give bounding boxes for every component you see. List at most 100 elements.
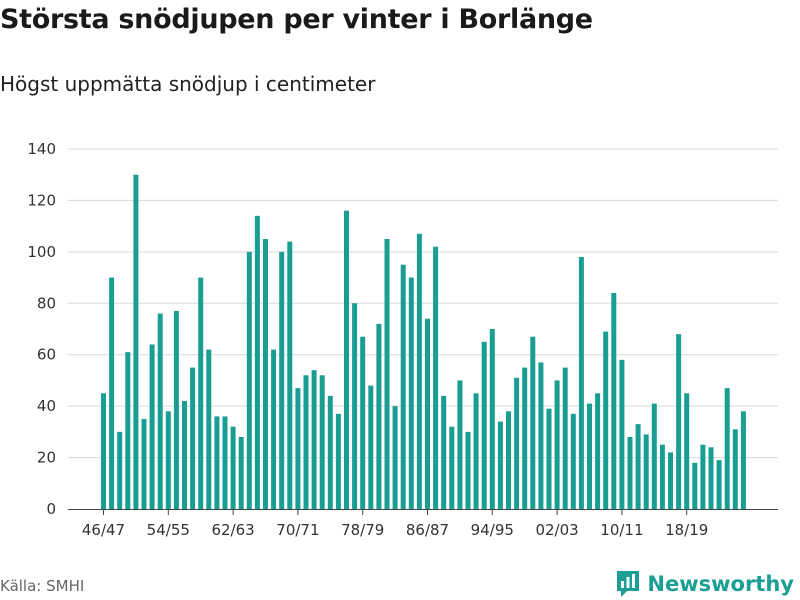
bar [368, 385, 374, 509]
bar [287, 241, 293, 510]
bar [117, 431, 123, 509]
y-axis-ticks: 0 20 40 60 80 100 120 140 [27, 140, 56, 518]
bar [441, 395, 447, 509]
bar [473, 393, 479, 509]
bar [246, 251, 252, 509]
newsworthy-chart-logo-icon [617, 571, 640, 597]
brand-name: Newsworthy [647, 572, 794, 596]
bar [700, 444, 706, 509]
x-tick-label: 54/55 [147, 521, 190, 539]
bar [643, 434, 649, 509]
bar [190, 367, 196, 509]
source-note: Källa: SMHI [0, 577, 85, 595]
bar [254, 215, 260, 509]
bar [101, 393, 106, 509]
bar [732, 429, 738, 509]
bar [416, 233, 422, 509]
bar [740, 411, 746, 509]
bar [603, 331, 609, 509]
bar [708, 447, 714, 509]
y-tick-label: 20 [37, 449, 56, 467]
bar [182, 401, 187, 509]
bar [506, 411, 511, 509]
bar [595, 393, 601, 509]
bar [271, 349, 277, 509]
bar [651, 403, 657, 509]
x-tick-label: 86/87 [406, 521, 449, 539]
bar [562, 367, 568, 509]
bar [692, 462, 698, 509]
chart-subtitle: Högst uppmätta snödjup i centimeter [0, 72, 376, 96]
bar [465, 431, 471, 509]
bar [319, 375, 325, 509]
bar [344, 210, 349, 509]
bar [627, 437, 633, 509]
bar [554, 380, 560, 509]
bar [546, 408, 552, 509]
bar [635, 424, 641, 509]
bar [198, 277, 204, 509]
bar [497, 421, 503, 509]
bar [157, 313, 163, 509]
bar [214, 416, 220, 509]
y-tick-label: 40 [37, 397, 56, 415]
y-tick-label: 120 [27, 191, 56, 209]
bar [481, 341, 487, 509]
bar [611, 293, 617, 509]
x-tick-label: 10/11 [600, 521, 643, 539]
bar [206, 349, 212, 509]
brand-logo: Newsworthy [615, 568, 794, 600]
bar [311, 370, 317, 509]
chart-title: Största snödjupen per vinter i Borlänge [0, 4, 593, 35]
y-tick-label: 0 [46, 500, 56, 518]
bar [530, 336, 536, 509]
bar [335, 413, 341, 509]
bar [149, 344, 155, 509]
bar [360, 336, 366, 509]
bar [684, 393, 690, 509]
bar [457, 380, 463, 509]
y-tick-label: 60 [37, 346, 56, 364]
bar [384, 239, 390, 509]
bar [133, 174, 139, 509]
bar [303, 375, 309, 509]
bar [514, 377, 520, 509]
bar [352, 303, 358, 509]
bar [659, 444, 665, 509]
bar [538, 362, 544, 509]
y-tick-label: 140 [27, 140, 56, 158]
bars [101, 174, 746, 510]
x-tick-label: 62/63 [211, 521, 254, 539]
bar [141, 419, 147, 509]
y-tick-label: 80 [37, 294, 56, 312]
x-tick-label: 70/71 [276, 521, 319, 539]
bar [327, 395, 333, 509]
bar [408, 277, 414, 509]
bar [578, 257, 584, 509]
x-tick-label: 46/47 [82, 521, 125, 539]
bar [425, 318, 430, 509]
bar [724, 388, 730, 509]
bar [433, 246, 439, 509]
bar [392, 406, 398, 509]
bar [619, 359, 625, 509]
bar [676, 334, 682, 509]
bar [570, 413, 576, 509]
bar [165, 411, 171, 509]
x-tick-label: 94/95 [471, 521, 514, 539]
bar [238, 437, 244, 509]
bar [295, 388, 301, 509]
bar [449, 426, 455, 509]
x-tick-label: 18/19 [665, 521, 708, 539]
y-tick-label: 100 [27, 243, 56, 261]
bar [716, 460, 722, 509]
bar [230, 426, 236, 509]
bar [125, 352, 131, 509]
bar [279, 251, 285, 509]
bar [109, 277, 115, 509]
bar [668, 452, 673, 509]
x-axis: 46/47 54/55 62/63 70/71 78/79 86/87 94/95 02/03… [68, 509, 778, 539]
bar [263, 239, 268, 509]
bar [489, 329, 495, 509]
